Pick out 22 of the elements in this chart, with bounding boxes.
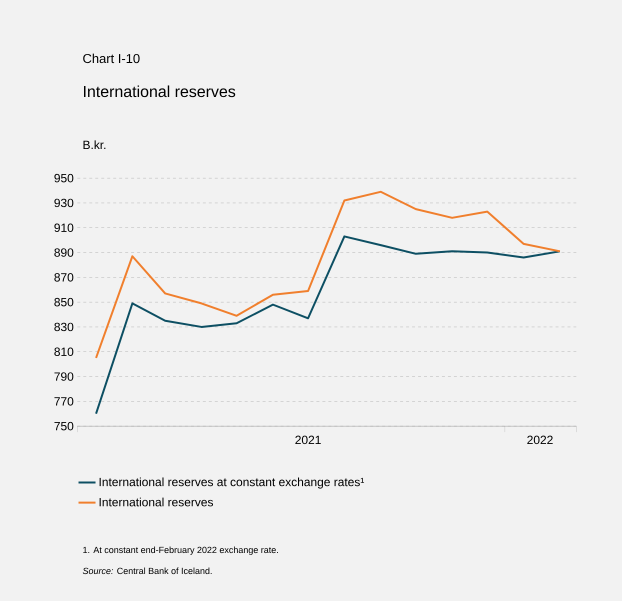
- chart-title: Chart I-10: [83, 54, 140, 64]
- line-series: [95, 235, 561, 415]
- y-tick-label: 950: [54, 174, 74, 182]
- y-tick-label: 850: [54, 298, 74, 306]
- line-series: [95, 190, 561, 359]
- y-tick-label: 830: [54, 322, 74, 332]
- y-tick-label: 790: [54, 372, 74, 381]
- y-tick-label: 930: [54, 198, 74, 208]
- y-tick-label: 870: [54, 273, 74, 282]
- y-tick-label: 910: [54, 224, 74, 232]
- y-tick-label: 750: [54, 422, 74, 430]
- x-tick-label: 2021: [295, 436, 321, 444]
- chart-subtitle: International reserves: [84, 85, 236, 98]
- legend-label: International reserves: [100, 498, 214, 506]
- text: 1. At constant end-February 2022 exchange rate.: [83, 546, 278, 555]
- legend-label: International reserves at constant exchange rates¹: [100, 477, 364, 489]
- y-axis-title: B.kr.: [84, 140, 106, 149]
- text: Source: Central Bank of Iceland.: [82, 567, 212, 574]
- y-tick-label: 810: [54, 348, 74, 356]
- y-tick-label: 770: [54, 397, 74, 406]
- x-tick-label: 2022: [527, 436, 553, 444]
- y-tick-label: 890: [54, 248, 74, 257]
